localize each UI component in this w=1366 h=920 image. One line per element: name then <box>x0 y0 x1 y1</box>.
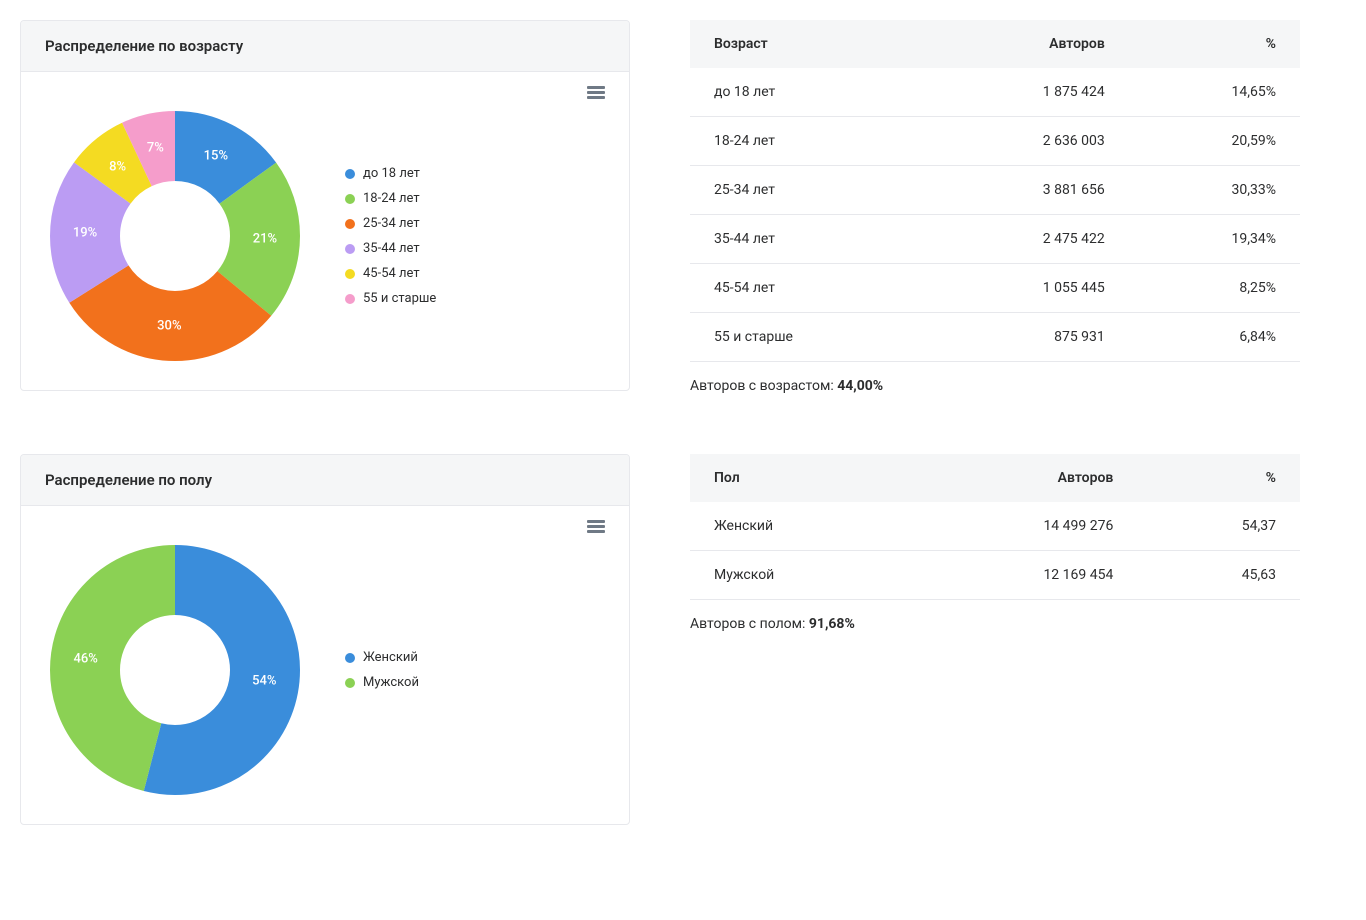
table-header: Пол <box>690 454 904 502</box>
legend-dot <box>345 294 355 304</box>
table-cell: 1 055 445 <box>925 264 1129 313</box>
chart-menu-icon[interactable] <box>587 86 605 104</box>
legend-dot <box>345 244 355 254</box>
table-cell: 55 и старше <box>690 313 925 362</box>
legend-dot <box>345 678 355 688</box>
table-cell: 14 499 276 <box>904 502 1137 551</box>
table-cell: 2 636 003 <box>925 117 1129 166</box>
legend-item[interactable]: 55 и старше <box>345 291 436 306</box>
table-cell: 20,59% <box>1129 117 1300 166</box>
gender-table: ПолАвторов%Женский14 499 27654,37Мужской… <box>690 454 1300 600</box>
legend-dot <box>345 194 355 204</box>
gender-summary: Авторов с полом: 91,68% <box>690 600 1300 632</box>
summary-value: 44,00% <box>837 378 883 394</box>
chart-container: 15%21%30%19%8%7% до 18 лет 18-24 лет 25-34 … <box>45 106 605 366</box>
gender-right: ПолАвторов%Женский14 499 27654,37Мужской… <box>690 454 1300 632</box>
table-cell: 6,84% <box>1129 313 1300 362</box>
card-body: 54%46% Женский Мужской <box>21 506 629 824</box>
gender-donut: 54%46% <box>45 540 305 800</box>
age-legend: до 18 лет 18-24 лет 25-34 лет 35-44 лет 45-5… <box>345 166 436 306</box>
card-body: 15%21%30%19%8%7% до 18 лет 18-24 лет 25-34 … <box>21 72 629 390</box>
table-header: % <box>1137 454 1300 502</box>
gender-card-title: Распределение по полу <box>21 455 629 506</box>
legend-item[interactable]: 18-24 лет <box>345 191 436 206</box>
table-row: 25-34 лет3 881 65630,33% <box>690 166 1300 215</box>
table-cell: 54,37 <box>1137 502 1300 551</box>
table-cell: 35-44 лет <box>690 215 925 264</box>
legend-label: до 18 лет <box>363 166 420 181</box>
summary-label: Авторов с полом: <box>690 616 809 632</box>
table-cell: 1 875 424 <box>925 68 1129 117</box>
table-cell: 2 475 422 <box>925 215 1129 264</box>
legend-item[interactable]: 45-54 лет <box>345 266 436 281</box>
age-card: Распределение по возрасту 15%21%30%19%8%7… <box>20 20 630 391</box>
chart-container: 54%46% Женский Мужской <box>45 540 605 800</box>
table-cell: Женский <box>690 502 904 551</box>
table-header: Авторов <box>925 20 1129 68</box>
legend-dot <box>345 269 355 279</box>
age-section: Распределение по возрасту 15%21%30%19%8%7… <box>20 20 1346 394</box>
age-card-title: Распределение по возрасту <box>21 21 629 72</box>
legend-dot <box>345 653 355 663</box>
table-cell: 14,65% <box>1129 68 1300 117</box>
legend-dot <box>345 219 355 229</box>
age-summary: Авторов с возрастом: 44,00% <box>690 362 1300 394</box>
table-row: 35-44 лет2 475 42219,34% <box>690 215 1300 264</box>
legend-label: Мужской <box>363 675 419 690</box>
table-cell: 45,63 <box>1137 551 1300 600</box>
legend-dot <box>345 169 355 179</box>
chart-menu-icon[interactable] <box>587 520 605 538</box>
table-cell: 12 169 454 <box>904 551 1137 600</box>
table-row: 55 и старше875 9316,84% <box>690 313 1300 362</box>
table-row: Мужской12 169 45445,63 <box>690 551 1300 600</box>
gender-legend: Женский Мужской <box>345 650 419 690</box>
table-header: Авторов <box>904 454 1137 502</box>
table-cell: 875 931 <box>925 313 1129 362</box>
summary-label: Авторов с возрастом: <box>690 378 837 394</box>
legend-label: 35-44 лет <box>363 241 420 256</box>
summary-value: 91,68% <box>809 616 855 632</box>
legend-item[interactable]: до 18 лет <box>345 166 436 181</box>
legend-label: 18-24 лет <box>363 191 420 206</box>
table-cell: 25-34 лет <box>690 166 925 215</box>
legend-item[interactable]: Мужской <box>345 675 419 690</box>
table-row: до 18 лет1 875 42414,65% <box>690 68 1300 117</box>
table-row: 18-24 лет2 636 00320,59% <box>690 117 1300 166</box>
gender-section: Распределение по полу54%46%ЖенскийМужско… <box>20 454 1346 825</box>
table-cell: 18-24 лет <box>690 117 925 166</box>
table-header: % <box>1129 20 1300 68</box>
table-cell: Мужской <box>690 551 904 600</box>
table-cell: 3 881 656 <box>925 166 1129 215</box>
table-cell: 8,25% <box>1129 264 1300 313</box>
age-table: ВозрастАвторов%до 18 лет1 875 42414,65%1… <box>690 20 1300 362</box>
legend-label: Женский <box>363 650 418 665</box>
legend-label: 45-54 лет <box>363 266 420 281</box>
legend-item[interactable]: 25-34 лет <box>345 216 436 231</box>
table-row: Женский14 499 27654,37 <box>690 502 1300 551</box>
table-cell: 30,33% <box>1129 166 1300 215</box>
legend-label: 25-34 лет <box>363 216 420 231</box>
age-right: ВозрастАвторов%до 18 лет1 875 42414,65%1… <box>690 20 1300 394</box>
legend-item[interactable]: 35-44 лет <box>345 241 436 256</box>
table-cell: 19,34% <box>1129 215 1300 264</box>
age-donut: 15%21%30%19%8%7% <box>45 106 305 366</box>
table-row: 45-54 лет1 055 4458,25% <box>690 264 1300 313</box>
table-cell: 45-54 лет <box>690 264 925 313</box>
gender-card: Распределение по полу 54%46% Женский Мужско… <box>20 454 630 825</box>
legend-item[interactable]: Женский <box>345 650 419 665</box>
table-header: Возраст <box>690 20 925 68</box>
table-cell: до 18 лет <box>690 68 925 117</box>
legend-label: 55 и старше <box>363 291 436 306</box>
